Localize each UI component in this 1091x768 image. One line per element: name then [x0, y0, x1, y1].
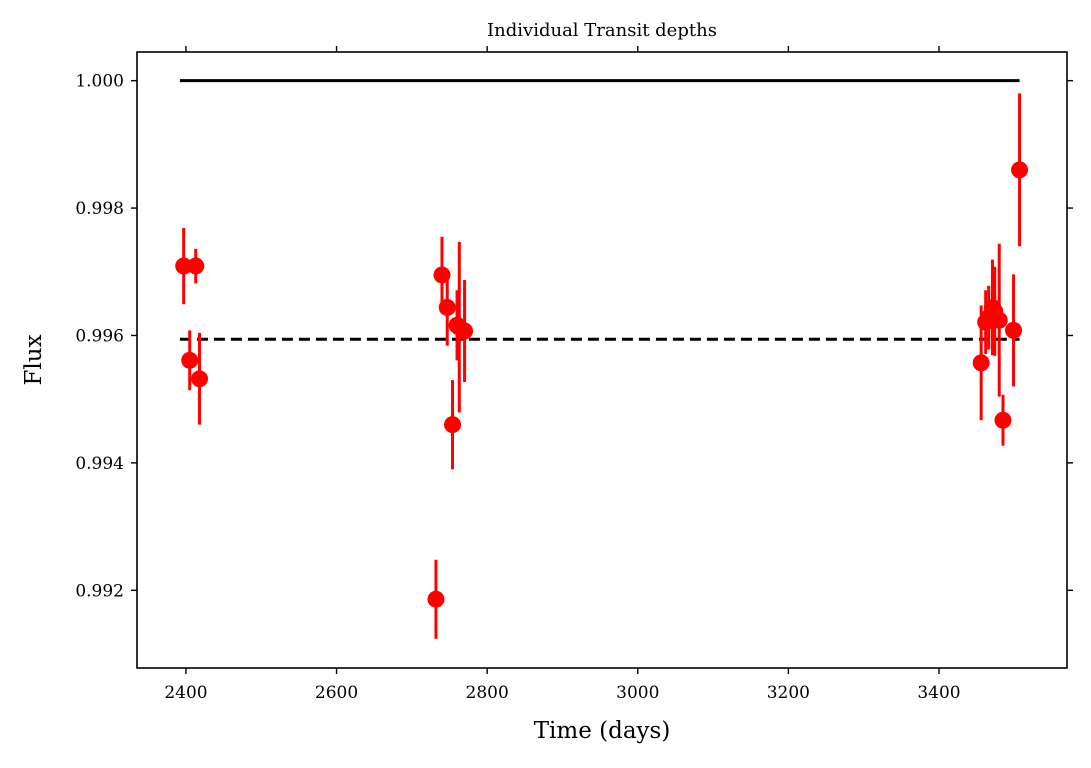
- x-axis-label: Time (days): [534, 718, 671, 744]
- x-tick-label: 3200: [767, 683, 810, 703]
- y-tick-label: 0.992: [75, 581, 124, 601]
- y-tick-label: 0.996: [75, 326, 124, 346]
- y-tick-label: 0.994: [75, 454, 124, 474]
- data-point: [990, 311, 1008, 329]
- data-point: [438, 298, 456, 316]
- plot-area: 2400 2600 2800 3000 3200 3400 0.992 0.994 0.996 0…: [75, 46, 1073, 703]
- x-tick-label: 2600: [315, 683, 358, 703]
- data-point: [187, 257, 205, 275]
- data-point: [444, 416, 462, 434]
- plot-frame: [136, 51, 1068, 669]
- data-point: [994, 411, 1012, 429]
- x-tick-label: 2400: [164, 683, 207, 703]
- data-point: [972, 354, 990, 372]
- x-tick-label: 2800: [466, 683, 509, 703]
- y-axis-label: Flux: [21, 334, 47, 385]
- data-point: [175, 257, 193, 275]
- data-point: [181, 351, 199, 369]
- data-point: [191, 370, 209, 388]
- y-tick-label: 1.000: [75, 72, 124, 92]
- y-tick-label: 0.998: [75, 199, 124, 219]
- data-point: [456, 322, 474, 340]
- chart-title: Individual Transit depths: [487, 20, 717, 41]
- data-point: [1011, 161, 1029, 179]
- x-tick-label: 3400: [917, 683, 960, 703]
- data-point: [1005, 321, 1023, 339]
- data-point: [427, 590, 445, 608]
- x-tick-label: 3000: [616, 683, 659, 703]
- data-point: [433, 266, 451, 284]
